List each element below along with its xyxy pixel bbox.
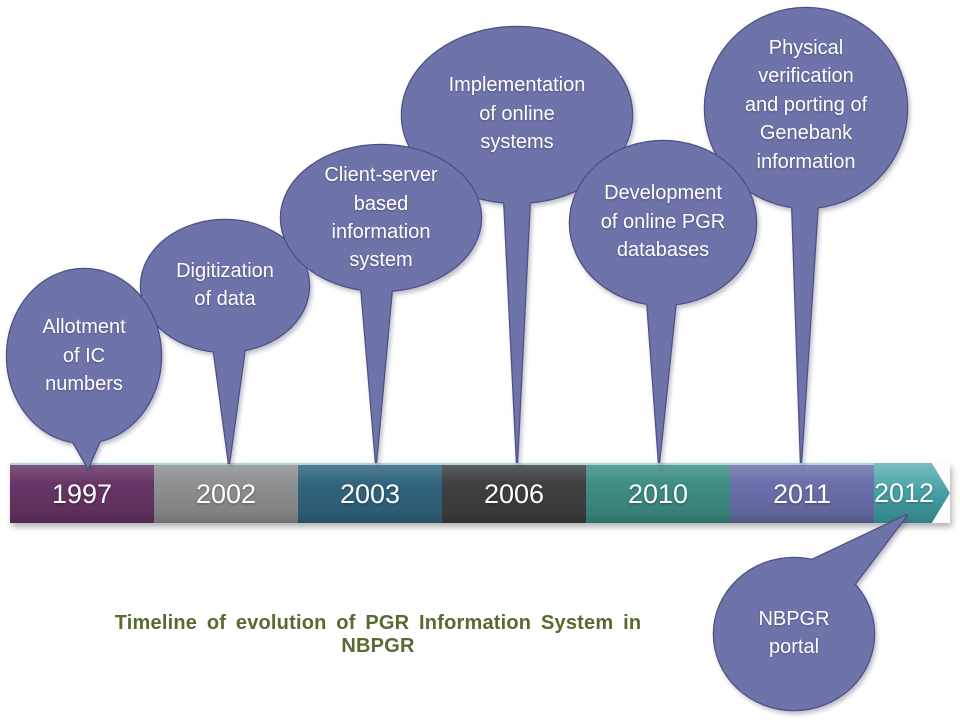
timeline-segment-2011: 2011: [730, 463, 874, 523]
year-label-2010: 2010: [627, 478, 689, 509]
bubble-label-2006: Implementation of online systems: [448, 74, 586, 154]
timeline-segment-2002: 2002: [154, 463, 298, 523]
slide-caption: Timeline of evolution of PGR Information…: [114, 612, 642, 657]
year-label-2011: 2011: [772, 478, 832, 509]
bubble-label-2003: Client-server based information system: [324, 164, 438, 272]
bubble-label-1997: Allotment of IC numbers: [42, 316, 126, 396]
year-label-2006: 2006: [483, 478, 545, 509]
year-label-2002: 2002: [195, 478, 257, 509]
timeline-segment-2003: 2003: [298, 463, 442, 523]
year-label-2003: 2003: [339, 478, 401, 509]
year-label-2012: 2012: [873, 477, 935, 508]
year-label-1997: 1997: [51, 478, 113, 509]
timeline-segment-2006: 2006: [442, 463, 586, 523]
timeline-bar: 1997 2002 2003 2006 2010 2011 2012: [10, 463, 950, 523]
bubble-label-2012: NBPGR portal: [758, 607, 830, 658]
timeline-segment-2010: 2010: [586, 463, 730, 523]
timeline-segment-2012-arrow: 2012: [874, 463, 950, 523]
timeline-segment-1997: 1997: [10, 463, 154, 523]
bubble-label-2011: Physical verification and porting of Gen…: [744, 37, 868, 173]
